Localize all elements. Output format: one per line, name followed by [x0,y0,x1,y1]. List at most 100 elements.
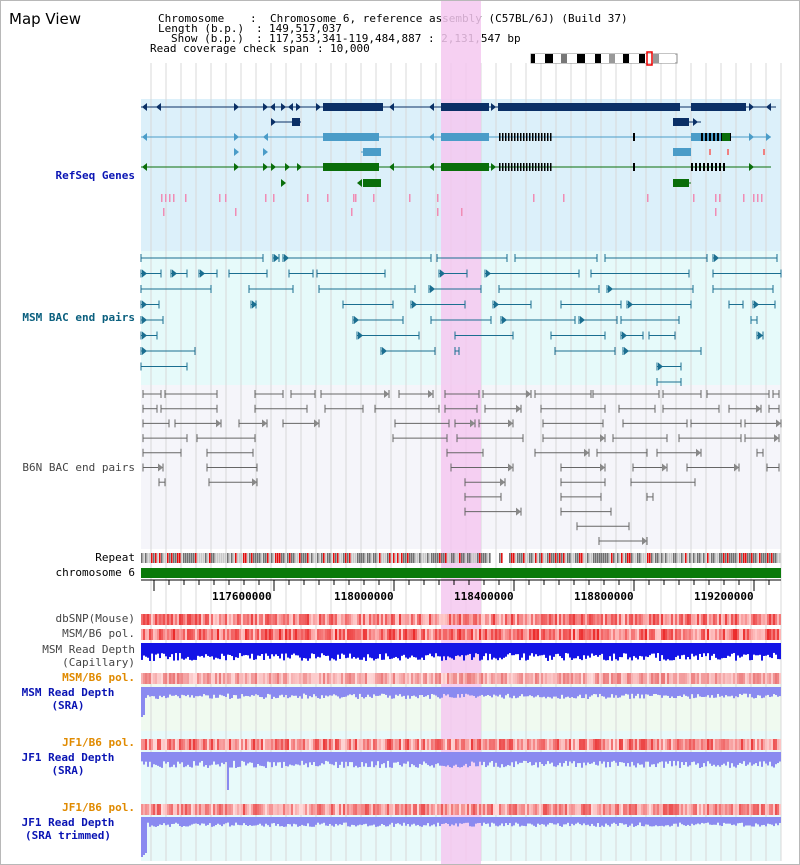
dbsnp-cell [639,614,641,625]
jf1-pol2-cell [157,804,159,815]
jf1-pol2-cell [377,804,379,815]
track-label-msm-bac[interactable]: MSM BAC end pairs [22,311,135,324]
msm-depth-capillary-bar [189,643,191,660]
msm-depth-capillary-bar [179,643,181,654]
msm-depth-capillary-bar [155,643,157,655]
msm-pol2-cell [555,673,557,684]
jf1-depth-trimmed-bar [313,817,315,827]
jf1-depth-trimmed-bar [709,817,711,825]
jf1-pol2-cell [769,804,771,815]
jf1-depth-trimmed-bar [647,817,649,825]
jf1-pol2-cell [699,804,701,815]
jf1-depth-sra-bar [187,752,189,765]
msm-pol-cell [333,629,335,640]
msm-pol2-cell [403,673,405,684]
msm-depth-capillary-bar [183,643,185,660]
jf1-pol-cell [639,739,641,750]
jf1-pol-cell [539,739,541,750]
jf1-depth-sra-bar [233,752,235,761]
msm-depth-capillary-bar [373,643,375,661]
track-label-repeat[interactable]: Repeat [95,551,135,564]
jf1-pol-cell [525,739,527,750]
jf1-depth-trimmed-bar [433,817,435,825]
track-label-refseq[interactable]: RefSeq Genes [55,169,135,182]
track-label-jf1-depth-trimmed[interactable]: JF1 Read Depth [21,816,115,829]
msm-pol2-cell [447,673,449,684]
track-label-chromosome[interactable]: chromosome 6 [55,566,135,579]
track-label-dbsnp[interactable]: dbSNP(Mouse) [55,612,135,625]
jf1-depth-trimmed-bar [419,817,421,827]
track-label-jf1-b6-pol[interactable]: JF1/B6 pol. [62,736,135,749]
msm-depth-sra-bar [313,687,315,695]
msm-depth-sra-bar [505,687,507,696]
jf1-pol2-cell [147,804,149,815]
repeat-tick [533,194,535,202]
track-label-msm-depth-capillary[interactable]: MSM Read Depth [42,643,135,656]
msm-pol-cell [481,629,483,640]
msm-pol2-cell [263,673,265,684]
jf1-depth-trimmed-bar [391,817,393,823]
msm-depth-sra-bar [741,687,743,695]
dbsnp-cell [175,614,177,625]
repeat-mark [191,553,193,563]
msm-pol2-cell [553,673,555,684]
jf1-pol-cell [373,739,375,750]
msm-depth-sra-bar [305,687,307,695]
track-label-msm-depth-sra[interactable]: MSM Read Depth [21,686,115,699]
jf1-depth-sra-bar [295,752,297,765]
jf1-pol2-cell [363,804,365,815]
repeat-mark [365,553,367,563]
gene-arrow [389,163,394,171]
jf1-pol-cell [757,739,759,750]
msm-pol2-cell [505,673,507,684]
msm-pol2-cell [215,673,217,684]
jf1-depth-trimmed-bar [545,817,547,827]
msm-pol2-cell [193,673,195,684]
msm-depth-capillary-bar [683,643,685,655]
jf1-pol2-cell [707,804,709,815]
jf1-depth-trimmed-bar [177,817,179,824]
track-label-jf1-b6-pol-2[interactable]: JF1/B6 pol. [62,801,135,814]
jf1-pol2-cell [425,804,427,815]
jf1-depth-trimmed-bar [179,817,181,827]
jf1-pol2-cell [155,804,157,815]
jf1-pol2-cell [489,804,491,815]
repeat-tick [743,194,745,202]
track-label-b6n-bac[interactable]: B6N BAC end pairs [22,461,135,474]
msm-depth-capillary-bar [541,643,543,656]
jf1-depth-trimmed-bar [555,817,557,825]
jf1-depth-sra-bar [207,752,209,768]
jf1-pol2-cell [413,804,415,815]
jf1-depth-sra-bar [379,752,381,768]
dbsnp-cell [425,614,427,625]
msm-pol-cell [493,629,495,640]
msm-depth-sra-bar [337,687,339,697]
dbsnp-cell [269,614,271,625]
msm-pol2-cell [647,673,649,684]
msm-pol-cell [257,629,259,640]
msm-depth-sra-bar [761,687,763,699]
msm-pol2-cell [233,673,235,684]
msm-pol-cell [713,629,715,640]
jf1-pol-cell [275,739,277,750]
msm-depth-capillary-bar [725,643,727,659]
track-label-jf1-depth-sra[interactable]: JF1 Read Depth [21,751,115,764]
jf1-depth-trimmed-bar [321,817,323,824]
exon-tick [705,133,707,141]
track-label-msm-b6-pol[interactable]: MSM/B6 pol. [62,627,135,640]
jf1-depth-trimmed-bar [615,817,617,825]
repeat-mark [525,553,527,563]
msm-depth-capillary-bar [761,643,763,661]
dbsnp-cell [391,614,393,625]
msm-depth-sra-bar [699,687,701,697]
jf1-depth-trimmed-bar [707,817,709,823]
repeat-mark [307,553,309,563]
jf1-depth-sra-bar [451,752,453,768]
msm-pol-cell [655,629,657,640]
msm-pol-cell [373,629,375,640]
repeat-mark [465,553,467,563]
track-label-msm-b6-pol-2[interactable]: MSM/B6 pol. [62,671,135,684]
gene-arrow [429,103,434,111]
